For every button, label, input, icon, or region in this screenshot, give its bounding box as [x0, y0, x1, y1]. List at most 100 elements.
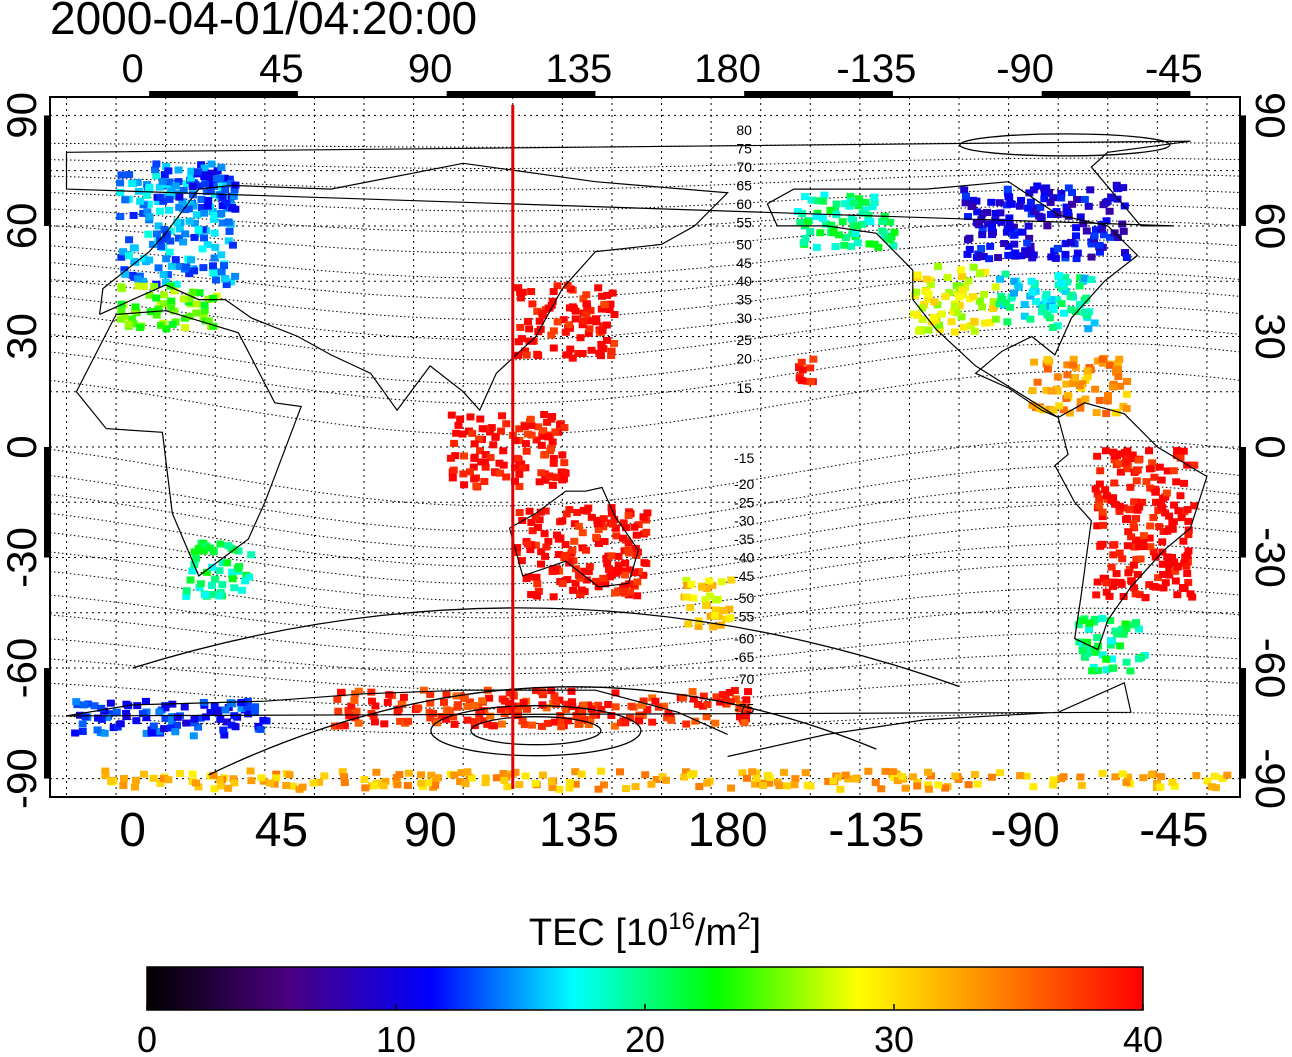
tec-cell: [1102, 410, 1111, 418]
tec-cell: [812, 212, 821, 220]
tec-cell: [1028, 401, 1037, 409]
tec-cell: [1118, 555, 1127, 563]
tec-cell: [1080, 274, 1089, 282]
tec-cell: [1164, 559, 1173, 567]
tec-cell: [496, 427, 505, 435]
tec-cell: [470, 453, 479, 461]
tec-cell: [1085, 619, 1094, 627]
tec-cell: [1099, 574, 1108, 582]
tec-cell: [1057, 279, 1066, 287]
tec-cell: [1028, 387, 1037, 395]
tec-cell: [1123, 447, 1132, 455]
tec-cell: [995, 199, 1004, 207]
tec-cell: [560, 424, 569, 432]
tec-cell: [1098, 359, 1107, 367]
tec-cell: [457, 769, 466, 777]
tec-cell: [549, 344, 558, 352]
tec-cell: [1069, 361, 1078, 369]
tec-cell: [478, 425, 487, 433]
tec-cell: [1163, 553, 1172, 561]
tec-cell: [165, 206, 174, 214]
tec-cell: [1102, 588, 1111, 596]
tec-cell: [162, 230, 171, 238]
tec-cell: [1053, 322, 1062, 330]
x-tick-label-top: -45: [1145, 47, 1203, 91]
tec-cell: [987, 223, 996, 231]
tec-cell: [219, 262, 228, 270]
tec-cell: [404, 769, 413, 777]
tec-cell: [981, 319, 990, 327]
tec-cell: [689, 695, 698, 703]
tec-cell: [1066, 293, 1075, 301]
tec-cell: [270, 780, 279, 788]
tec-cell: [1170, 782, 1179, 790]
tec-cell: [740, 719, 749, 727]
tec-cell: [225, 227, 234, 235]
tec-cell: [543, 418, 552, 426]
tec-cell: [1083, 638, 1092, 646]
tec-cell: [567, 687, 576, 695]
tec-cell: [705, 592, 714, 600]
tec-cell: [1059, 773, 1068, 781]
tec-cell: [145, 256, 154, 264]
tec-cell: [924, 785, 933, 793]
tec-cell: [188, 183, 197, 191]
tec-cell: [1110, 456, 1119, 464]
tec-cell: [1049, 781, 1058, 789]
tec-cell: [182, 180, 191, 188]
tec-cell: [215, 592, 224, 600]
tec-cell: [217, 210, 226, 218]
tec-cell: [1055, 402, 1064, 410]
tec-cell: [1057, 190, 1066, 198]
x-tick-label-bottom: 0: [119, 804, 146, 857]
tec-cell: [116, 720, 125, 728]
tec-cell: [1106, 641, 1115, 649]
tec-cell: [951, 772, 960, 780]
tec-cell: [188, 567, 197, 575]
tec-cell: [540, 530, 549, 538]
magnetic-latitude-label: 15: [736, 380, 752, 396]
tec-cell: [206, 174, 215, 182]
tec-cell: [1030, 207, 1039, 215]
tec-cell: [134, 275, 143, 283]
tec-cell: [561, 469, 570, 477]
tec-cell: [174, 234, 183, 242]
tec-cell: [1173, 447, 1182, 455]
tec-cell: [568, 354, 577, 362]
tec-cell: [231, 723, 240, 731]
tec-cell: [1117, 580, 1126, 588]
tec-cell: [1135, 543, 1144, 551]
tec-cell: [630, 523, 639, 531]
tec-cell: [97, 704, 106, 712]
tec-cell: [1095, 396, 1104, 404]
tec-cell: [555, 785, 564, 793]
tec-cell: [133, 702, 142, 710]
grid: [50, 97, 1240, 797]
tec-cell: [231, 272, 240, 280]
tec-cell: [861, 198, 870, 206]
tec-cell: [1026, 292, 1035, 300]
tec-cell: [500, 776, 509, 784]
tec-cell: [514, 351, 523, 359]
tec-cell: [716, 621, 725, 629]
tec-cell: [566, 345, 575, 353]
tec-cell: [136, 323, 145, 331]
tec-cell: [557, 716, 566, 724]
tec-cell: [1132, 536, 1141, 544]
tec-cell: [381, 777, 390, 785]
magnetic-contour: [49, 439, 1241, 507]
tec-cell: [139, 282, 148, 290]
tec-cell: [309, 779, 318, 787]
tec-cell: [1170, 501, 1179, 509]
tec-cell: [929, 313, 938, 321]
tec-cell: [361, 784, 370, 792]
tec-cell: [447, 411, 456, 419]
tec-cell: [621, 524, 630, 532]
tec-cell: [870, 193, 879, 201]
tec-cell: [396, 717, 405, 725]
tec-cell: [1112, 570, 1121, 578]
tec-cell: [459, 470, 468, 478]
tec-cell: [1062, 380, 1071, 388]
coastline: [1054, 402, 1208, 651]
tec-cell: [285, 771, 294, 779]
